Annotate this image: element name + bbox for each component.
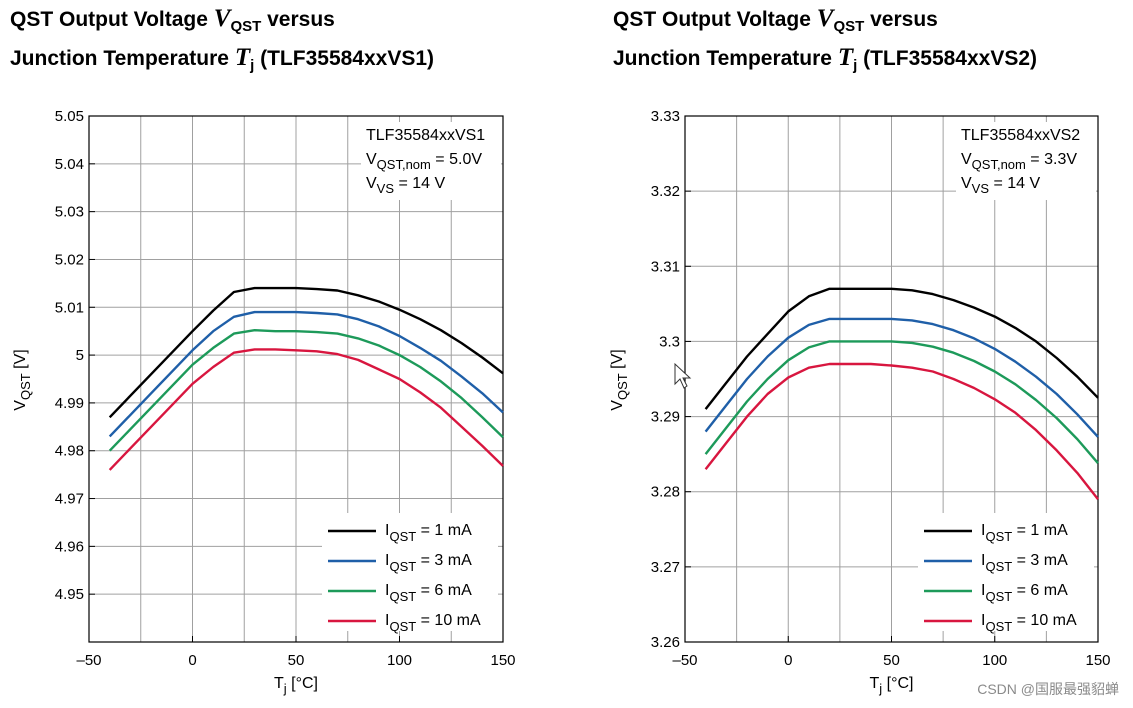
series-line-2 [704,317,1099,438]
legend-box [918,513,1094,631]
annotation-line-1: TLF35584xxVS2 [961,127,1080,144]
chart-2: 3.26 3.27 3.28 3.29 3.3 3.31 3.32 3.33 –50 0 50 100… [609,108,1111,669]
annotation-box [956,122,1096,200]
y-tick-label: 5.01 [55,299,84,316]
y-tick-label: 4.95 [55,586,84,603]
x-tick-label: –50 [672,652,697,669]
x-axis-label: Tj [°C] [274,675,318,696]
y-tick-label: 4.96 [55,538,84,555]
y-tick-label: 3.32 [651,183,680,200]
legend-label-4: IQST = 10 mA [385,612,481,634]
y-tick-label: 4.99 [55,395,84,412]
annotation-line-3: VVS = 14 V [961,175,1040,196]
x-tick-label: 50 [288,652,305,669]
plot-border [88,115,504,643]
cursor-arrow-icon [674,362,692,389]
x-tick-label: 150 [490,652,515,669]
y-tick-label: 3.26 [651,634,680,651]
y-tick-label: 3.3 [659,333,680,350]
watermark-text: CSDN @国服最强貂蝉 [977,681,1119,697]
x-tick-label: 100 [982,652,1007,669]
y-axis-label: VQST [V] [12,349,33,410]
legend-box [322,513,498,631]
series-line-4 [704,362,1099,500]
legend-label-2: IQST = 3 mA [385,552,472,574]
y-tick-label: 4.98 [55,443,84,460]
y-tick-label: 3.33 [651,108,680,125]
legend-label-1: IQST = 1 mA [385,522,472,544]
chart-title-left: QST Output Voltage VQST versus Junction … [10,5,435,75]
y-tick-label: 5.03 [55,204,84,221]
legend-label-1: IQST = 1 mA [981,522,1068,544]
series-line-3 [704,340,1099,464]
x-tick-label: 0 [784,652,792,669]
y-tick-label: 5 [76,347,84,364]
x-tick-label: 150 [1085,652,1110,669]
series-line-2 [108,310,504,438]
annotation-line-2: VQST,nom = 3.3V [961,151,1077,172]
annotation-line-2: VQST,nom = 5.0V [366,151,482,172]
annotation-box [361,122,501,200]
annotation-line-1: TLF35584xxVS1 [366,127,485,144]
y-tick-label: 5.04 [55,156,84,173]
series-line-1 [108,286,504,419]
y-tick-label: 3.29 [651,409,680,426]
series-line-3 [108,329,504,452]
plot-border [684,115,1099,643]
x-axis-label: Tj [°C] [870,675,914,696]
x-tick-label: –50 [76,652,101,669]
legend-label-3: IQST = 6 mA [981,582,1068,604]
y-tick-label: 3.28 [651,484,680,501]
y-tick-label: 5.02 [55,251,84,268]
y-axis-label: VQST [V] [609,349,630,410]
legend-label-3: IQST = 6 mA [385,582,472,604]
series-line-4 [108,348,504,471]
legend-label-4: IQST = 10 mA [981,612,1077,634]
chart-title-right: QST Output Voltage VQST versus Junction … [613,5,1038,75]
annotation-line-3: VVS = 14 V [366,175,445,196]
y-tick-label: 4.97 [55,491,84,508]
y-tick-label: 3.31 [651,258,680,275]
y-tick-label: 3.27 [651,559,680,576]
legend-label-2: IQST = 3 mA [981,552,1068,574]
x-tick-label: 100 [387,652,412,669]
chart-1: 4.95 4.96 4.97 4.98 4.99 5 5.01 5.02 5.03 5.04 5.0… [12,108,516,669]
x-tick-label: 0 [188,652,196,669]
x-tick-label: 50 [883,652,900,669]
y-tick-label: 5.05 [55,108,84,125]
series-line-1 [704,287,1099,410]
